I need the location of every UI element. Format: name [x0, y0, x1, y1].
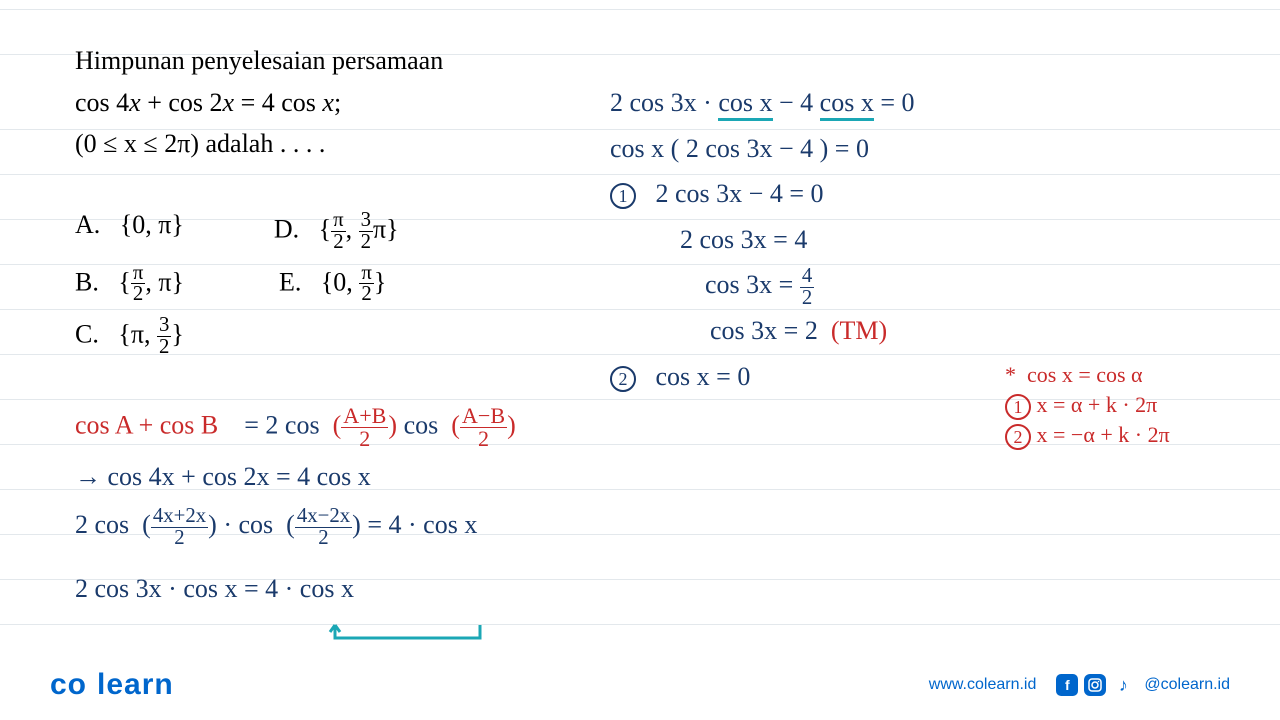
- sum-to-product-identity: cos A + cos B = 2 cos (A+B2) cos (A−B2): [75, 405, 516, 450]
- bracket-arrow-icon: [320, 620, 500, 650]
- working-left: → cos 4x + cos 2x = 4 cos x 2 cos (4x+2x…: [75, 455, 477, 611]
- identity-lhs: cos A + cos B: [75, 411, 218, 440]
- work-left-line2: 2 cos (4x+2x2) · cos (4x−2x2) = 4 · cos …: [75, 503, 477, 548]
- work-right-line5: cos 3x = 42: [610, 262, 915, 308]
- instagram-icon: [1084, 674, 1106, 696]
- work-right-line6: cos 3x = 2 (TM): [610, 308, 915, 354]
- footer-bar: colearn www.colearn.id f ♪ @colearn.id: [0, 668, 1280, 702]
- option-d: D. {π2, 32π}: [274, 210, 399, 253]
- footer-url: www.colearn.id: [929, 676, 1037, 694]
- facebook-icon: f: [1056, 674, 1078, 696]
- work-right-line4: 2 cos 3x = 4: [610, 217, 915, 263]
- work-left-line1: → cos 4x + cos 2x = 4 cos x: [75, 455, 477, 499]
- brand-logo: colearn: [50, 668, 174, 702]
- options-block: A. {0, π} D. {π2, 32π} B. {π2, π} E. {0,…: [75, 210, 399, 368]
- identity-eq: = 2 cos: [244, 411, 319, 440]
- question-line-1: Himpunan penyelesaian persamaan: [75, 40, 575, 82]
- social-icons: f ♪ @colearn.id: [1056, 674, 1230, 696]
- question-line-2: cos 4x + cos 2x = 4 cos x;: [75, 88, 341, 117]
- work-right-line2: cos x ( 2 cos 3x − 4 ) = 0: [610, 126, 915, 172]
- option-a: A. {0, π}: [75, 210, 184, 253]
- work-right-line1: 2 cos 3x · cos x − 4 cos x = 0: [610, 80, 915, 126]
- general-solution-note: * cos x = cos α 1 x = α + k · 2π 2 x = −…: [1005, 360, 1170, 450]
- tiktok-icon: ♪: [1112, 674, 1134, 696]
- work-right-line3: 1 2 cos 3x − 4 = 0: [610, 171, 915, 217]
- work-left-line3: 2 cos 3x · cos x = 4 · cos x: [75, 567, 477, 611]
- working-right: 2 cos 3x · cos x − 4 cos x = 0 cos x ( 2…: [610, 80, 915, 399]
- option-c: C. {π, 32}: [75, 315, 184, 358]
- question-line-3: (0 ≤ x ≤ 2π) adalah . . . .: [75, 123, 575, 165]
- option-e: E. {0, π2}: [279, 263, 386, 306]
- option-b: B. {π2, π}: [75, 263, 184, 306]
- question-block: Himpunan penyelesaian persamaan cos 4x +…: [75, 40, 575, 165]
- social-handle: @colearn.id: [1144, 676, 1230, 694]
- work-right-line7: 2 cos x = 0: [610, 354, 915, 400]
